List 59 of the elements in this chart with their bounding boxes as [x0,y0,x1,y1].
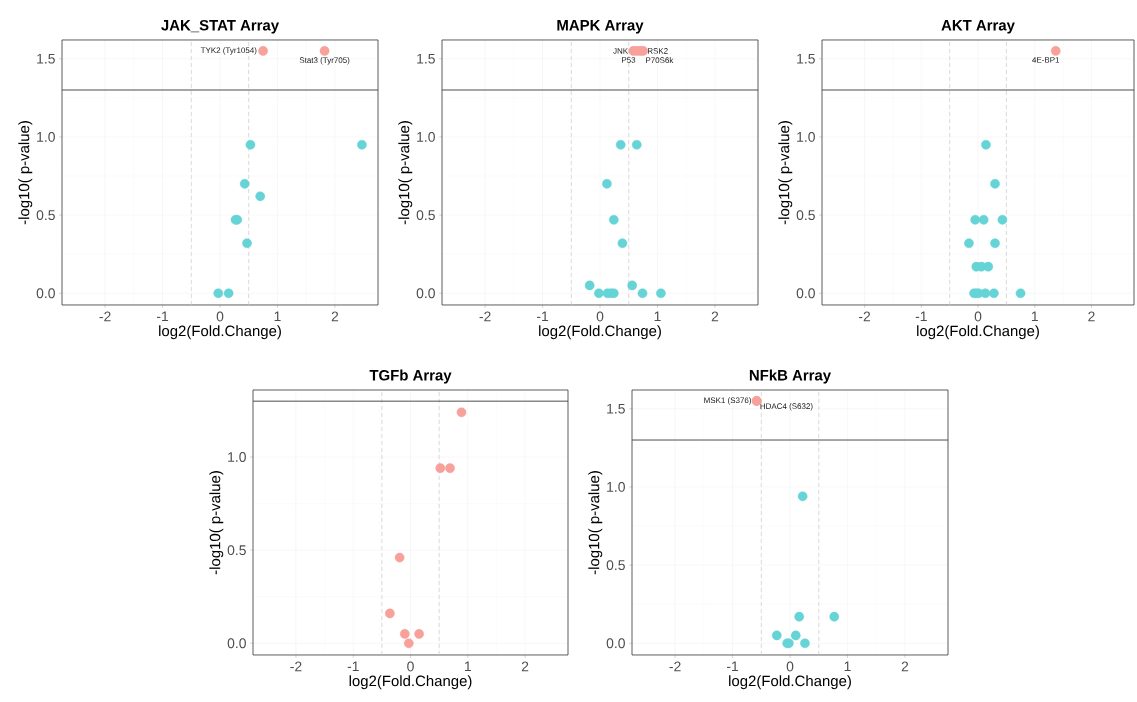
y-tick-label: 1.0 [228,452,246,462]
x-tick-label: 0 [974,311,982,322]
x-tick-label: -2 [99,311,111,322]
y-axis-title: -log10( p-value) [18,121,33,225]
y-tick-label: 0.0 [416,288,435,299]
x-tick-label: -1 [536,311,549,322]
x-tick-label: 0 [786,661,794,672]
x-tick-label: -1 [915,311,927,322]
chart-title: NFkB Array [749,369,832,384]
y-tick-label: 0.0 [796,288,815,299]
x-tick-label: 1 [274,311,281,322]
y-tick-label: 1.5 [417,53,435,64]
x-tick-label: -2 [290,661,302,672]
y-tick-label: 0.0 [227,638,246,649]
x-axis-title: log2(Fold.Change) [917,325,1039,340]
y-tick-label: 0.0 [606,638,625,649]
chart-title: AKT Array [941,20,1015,34]
x-tick-label: 0 [596,311,604,322]
x-tick-label: 2 [521,661,529,672]
y-tick-label: 0.0 [36,288,55,299]
y-axis-title: -log10( p-value) [588,471,603,575]
x-tick-label: -1 [347,661,359,672]
x-axis-title: log2(Fold.Change) [539,325,661,340]
x-tick-label: 2 [711,311,719,322]
y-tick-label: 0.5 [36,210,55,221]
x-tick-label: -2 [858,311,871,322]
y-tick-label: 0.5 [796,210,815,221]
x-tick-label: 1 [844,661,851,672]
x-tick-label: 2 [331,311,339,322]
y-axis-title: -log10( p-value) [398,121,413,225]
y-axis-title: -log10( p-value) [778,121,793,225]
x-axis-title: log2(Fold.Change) [159,325,281,340]
x-tick-label: 1 [1031,311,1038,322]
y-tick-label: 0.5 [227,545,246,556]
x-tick-label: -1 [156,311,169,322]
y-tick-label: 1.0 [607,481,625,492]
x-tick-label: 2 [901,661,909,672]
y-tick-label: 0.5 [416,210,435,221]
y-tick-label: 0.5 [606,560,625,571]
y-tick-label: 1.5 [37,53,55,64]
y-tick-label: 1.0 [417,131,435,142]
x-tick-label: -1 [726,661,739,672]
chart-title: MAPK Array [557,20,644,34]
x-tick-label: 2 [1088,311,1095,322]
x-tick-label: -2 [669,661,681,672]
y-tick-label: 1.0 [797,131,815,142]
y-tick-label: 1.5 [607,403,625,414]
x-axis-title: log2(Fold.Change) [729,675,851,690]
x-axis-title: log2(Fold.Change) [349,675,472,690]
x-tick-label: 1 [654,311,661,322]
y-tick-label: 1.0 [37,131,55,142]
chart-title: TGFb Array [369,369,452,384]
y-tick-label: 1.5 [797,53,815,64]
y-axis-title: -log10( p-value) [209,471,224,575]
chart-title: JAK_STAT Array [161,19,280,34]
x-tick-label: 0 [216,311,224,322]
x-tick-label: 0 [407,661,414,672]
x-tick-label: 1 [464,661,471,672]
x-tick-label: -2 [479,311,491,322]
